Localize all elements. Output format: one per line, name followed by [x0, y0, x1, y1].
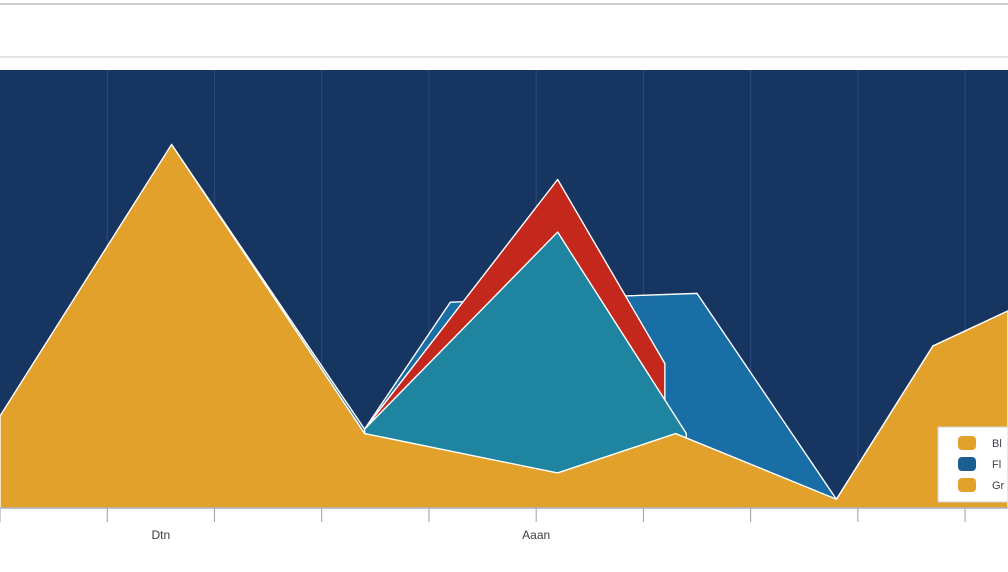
- legend-label-1: Fl: [992, 459, 1001, 471]
- legend-label-0: Bl: [992, 438, 1002, 450]
- series-group: [0, 143, 1008, 509]
- x-tick-label-0: Dtn: [152, 528, 171, 542]
- series-area-3: [0, 143, 1008, 509]
- x-axis-ticks: Dtn Aaan: [0, 508, 966, 542]
- x-tick-label-1: Aaan: [522, 528, 550, 542]
- legend-swatch-1: [958, 457, 976, 471]
- legend-label-2: Gr: [992, 480, 1005, 492]
- legend: Bl Fl Gr: [937, 426, 1008, 503]
- legend-swatch-0: [958, 436, 976, 450]
- legend-swatch-2: [958, 478, 976, 492]
